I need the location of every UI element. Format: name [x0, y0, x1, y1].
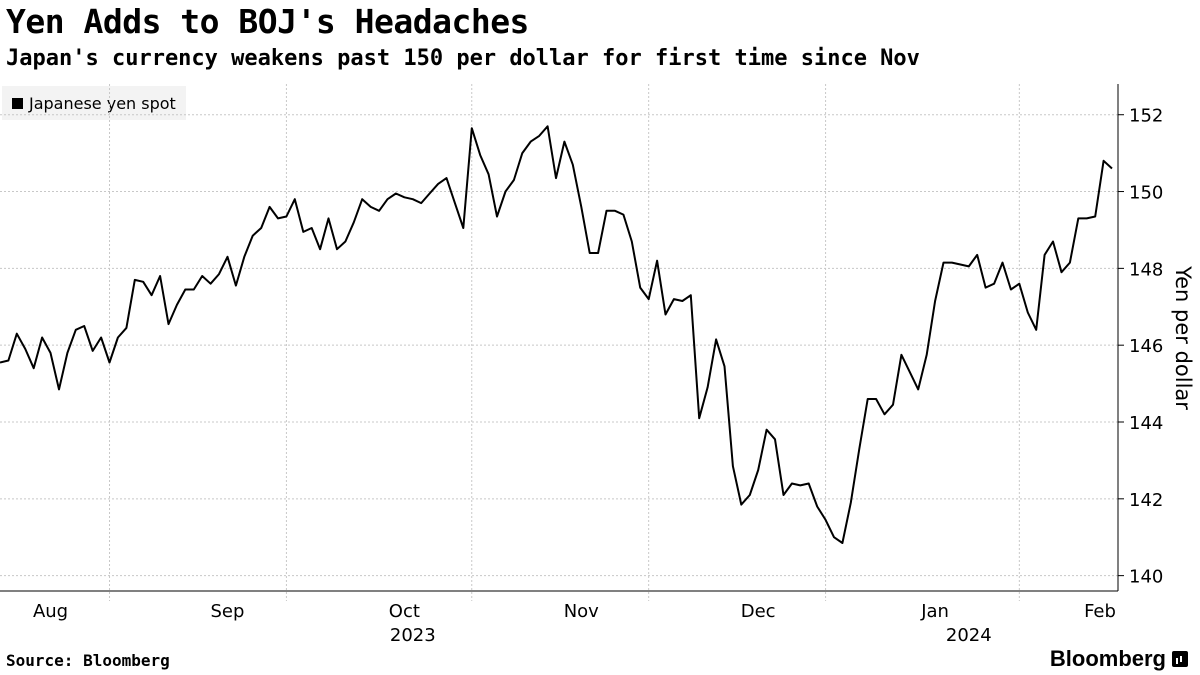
y-axis-label: Yen per dollar [1171, 265, 1195, 410]
y-tick-label: 144 [1129, 413, 1163, 434]
x-tick-label: Nov [564, 601, 599, 622]
chart-title: Yen Adds to BOJ's Headaches [6, 2, 529, 41]
x-tick-label: Sep [210, 601, 244, 622]
series-points [0, 125, 1113, 544]
source-note: Source: Bloomberg [6, 651, 170, 670]
x-tick-label: Feb [1084, 601, 1116, 622]
x-tick-label: Aug [33, 601, 68, 622]
x-tick-label: Jan [920, 601, 949, 622]
legend-swatch [12, 97, 23, 109]
gridlines [0, 114, 1118, 577]
y-tick-label: 148 [1129, 259, 1163, 280]
x-year-label: 2024 [946, 625, 992, 646]
x-axis-ticks: Aug Sep Oct Nov Dec Jan Feb 2023 2024 [33, 601, 1116, 646]
x-tick-label: Oct [389, 601, 420, 622]
series-line-japanese-yen-spot [0, 125, 1113, 544]
x-year-label: 2023 [390, 625, 436, 646]
brand-name: Bloomberg [1049, 646, 1166, 671]
bloomberg-terminal-icon [1172, 651, 1188, 667]
bloomberg-logo: Bloomberg [1050, 646, 1188, 672]
y-tick-label: 152 [1129, 106, 1163, 127]
y-tick-label: 142 [1129, 490, 1163, 511]
y-axis-ticks: 140 142 144 146 148 150 152 [1118, 106, 1163, 588]
month-boundaries [109, 84, 1020, 601]
legend-label: Japanese yen spot [29, 93, 176, 113]
y-tick-label: 146 [1129, 336, 1163, 357]
y-tick-label: 150 [1129, 183, 1163, 204]
chart-subtitle: Japan's currency weakens past 150 per do… [6, 46, 920, 71]
x-tick-label: Dec [741, 601, 776, 622]
y-tick-label: 140 [1129, 567, 1163, 588]
